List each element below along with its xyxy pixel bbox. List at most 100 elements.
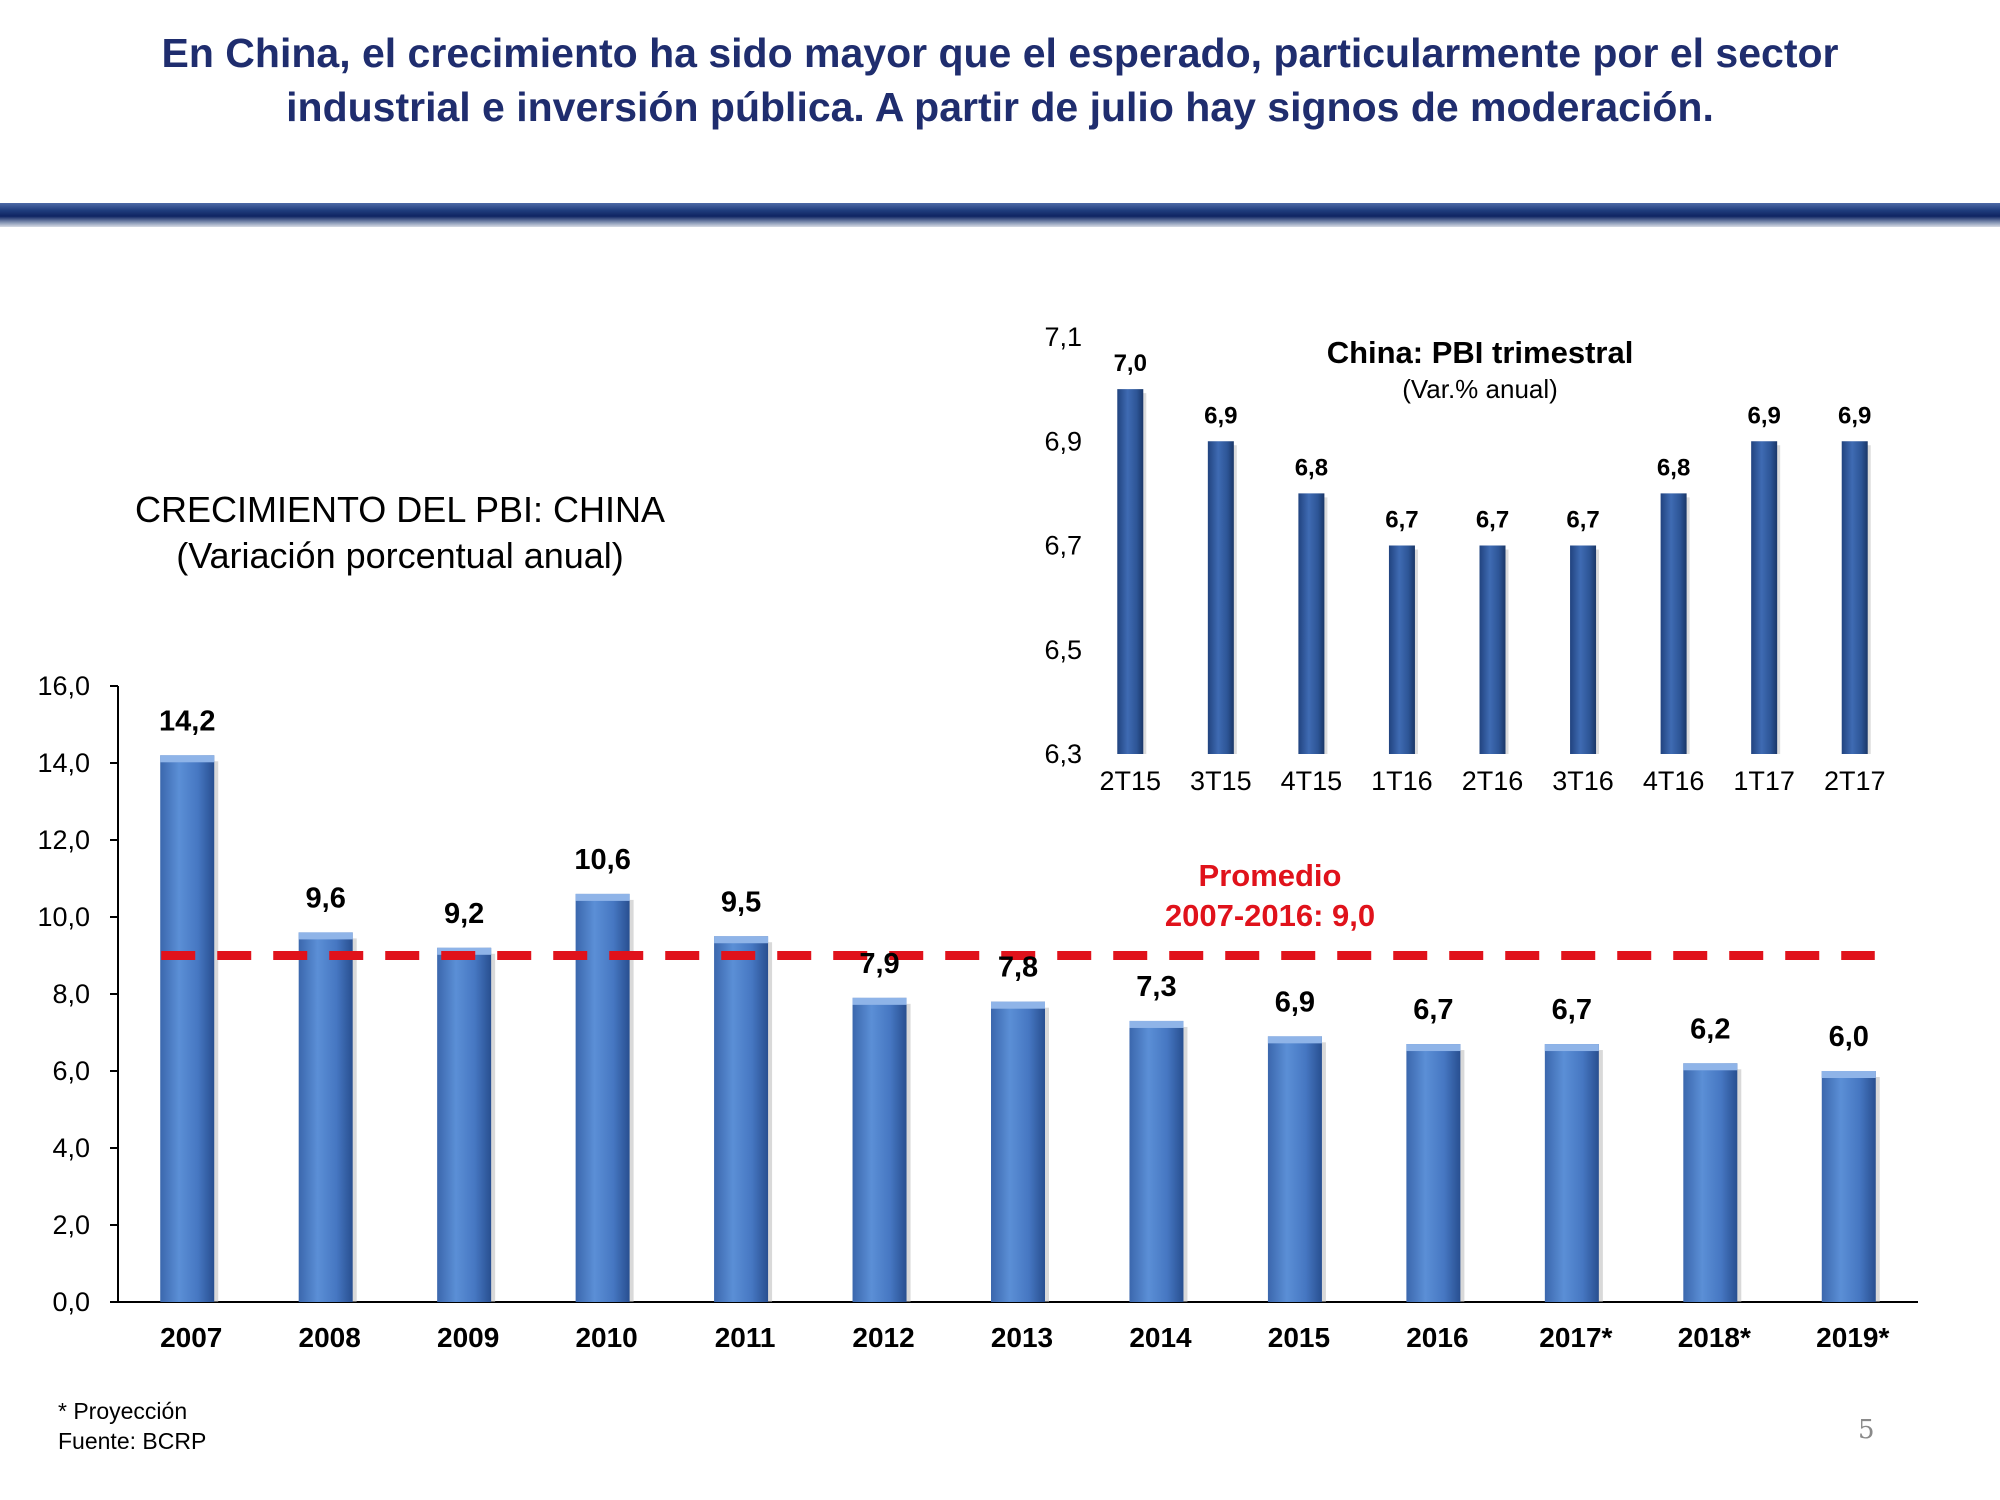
main-data-label: 6,7 [1413, 994, 1453, 1026]
inset-y-tick-label: 6,5 [1044, 635, 1082, 665]
inset-data-label: 6,7 [1566, 507, 1599, 534]
main-data-label: 6,9 [1275, 986, 1315, 1018]
average-label-line-1: Promedio [1198, 858, 1342, 893]
main-bar [160, 755, 215, 1302]
main-data-label: 14,2 [159, 705, 215, 737]
main-bar-cap [991, 1001, 1045, 1009]
main-y-tick-label: 14,0 [37, 748, 90, 778]
inset-bar [1660, 493, 1687, 754]
main-y-tick-label: 12,0 [37, 825, 90, 855]
inset-y-tick-label: 6,7 [1044, 531, 1082, 561]
main-bar [1683, 1063, 1738, 1302]
main-x-tick-label: 2010 [575, 1322, 637, 1353]
main-bar-cap [575, 893, 630, 901]
main-y-tick-label: 2,0 [52, 1210, 90, 1240]
main-bar [437, 947, 492, 1302]
main-y-tick-label: 8,0 [52, 979, 90, 1009]
main-data-label: 7,9 [859, 948, 899, 980]
main-bar-cap [160, 755, 215, 763]
main-x-tick-label: 2014 [1129, 1322, 1192, 1353]
inset-y-tick-label: 6,9 [1044, 426, 1082, 456]
main-x-tick-label: 2017* [1539, 1322, 1612, 1353]
main-bar-cap [852, 997, 907, 1005]
footnote-source: Fuente: BCRP [58, 1428, 207, 1454]
footnote: * Proyección Fuente: BCRP [58, 1396, 206, 1456]
inset-bar [1388, 545, 1415, 754]
main-x-tick-label: 2011 [715, 1322, 776, 1353]
main-x-tick-label: 2016 [1406, 1322, 1468, 1353]
average-label-line-2: 2007-2016: 9,0 [1164, 898, 1376, 933]
inset-bar [1570, 545, 1597, 754]
main-data-label: 9,5 [721, 886, 761, 918]
inset-data-label: 6,9 [1204, 402, 1237, 429]
slide-title: En China, el crecimiento ha sido mayor q… [60, 26, 1940, 134]
main-bar [1129, 1020, 1184, 1302]
main-bar-cap [1821, 1071, 1876, 1078]
inset-bar [1117, 389, 1144, 754]
inset-chart-title: China: PBI trimestral [1326, 335, 1634, 370]
inset-chart-labels: 2T15 7,0 3T15 6,9 4T15 6,8 1T16 6,7 2T16 6,7 3T16 6… [1100, 350, 1886, 796]
inset-data-label: 6,7 [1385, 507, 1418, 534]
main-y-tick-label: 0,0 [52, 1287, 90, 1317]
slide-title-line-2: industrial e inversión pública. A partir… [286, 84, 1714, 130]
main-x-tick-label: 2012 [852, 1322, 914, 1353]
slide-title-line-1: En China, el crecimiento ha sido mayor q… [161, 30, 1839, 76]
main-data-label: 9,2 [444, 898, 484, 930]
inset-x-tick-label: 2T17 [1824, 766, 1886, 796]
inset-chart-bars [1117, 389, 1871, 754]
inset-bar [1207, 441, 1234, 754]
main-y-tick-label: 4,0 [52, 1133, 90, 1163]
footnote-projection: * Proyección [58, 1398, 188, 1424]
inset-chart-axes: 6,3 6,5 6,7 6,9 7,1 [1044, 322, 1082, 769]
main-chart-subtitle: (Variación porcentual anual) [176, 535, 624, 576]
inset-data-label: 6,9 [1747, 402, 1780, 429]
main-chart-labels: 2007 14,2 2008 9,6 2009 9,2 2010 10,6 2011 9,5 201… [159, 705, 1889, 1353]
inset-x-tick-label: 2T16 [1462, 766, 1524, 796]
inset-bar [1479, 545, 1506, 754]
inset-x-tick-label: 1T17 [1733, 766, 1795, 796]
main-bar-cap [1406, 1044, 1461, 1052]
main-data-label: 6,2 [1690, 1013, 1730, 1045]
inset-x-tick-label: 4T15 [1281, 766, 1343, 796]
main-bar-cap [298, 932, 353, 940]
main-data-label: 10,6 [574, 844, 630, 876]
main-x-tick-label: 2019* [1816, 1322, 1889, 1353]
inset-x-tick-label: 3T15 [1190, 766, 1252, 796]
main-bar-cap [1544, 1044, 1599, 1052]
inset-chart-heading: China: PBI trimestral (Var.% anual) [1240, 333, 1720, 405]
main-chart-title: CRECIMIENTO DEL PBI: CHINA [134, 489, 666, 530]
main-bar [714, 936, 769, 1302]
inset-chart-subtitle: (Var.% anual) [1402, 374, 1558, 404]
inset-data-label: 6,8 [1295, 454, 1328, 481]
inset-data-label: 6,7 [1476, 507, 1509, 534]
main-data-label: 9,6 [306, 882, 346, 914]
main-x-tick-label: 2007 [160, 1322, 222, 1353]
inset-bar [1751, 441, 1778, 754]
main-x-tick-label: 2008 [299, 1322, 361, 1353]
inset-bar [1298, 493, 1325, 754]
main-bar [991, 1001, 1045, 1302]
inset-data-label: 6,8 [1657, 454, 1690, 481]
main-bar-cap [714, 936, 769, 944]
main-bar [1821, 1071, 1876, 1302]
main-bar-cap [1267, 1036, 1322, 1044]
page-number: 5 [1858, 1415, 1875, 1445]
inset-x-tick-label: 4T16 [1643, 766, 1705, 796]
main-y-tick-label: 6,0 [52, 1056, 90, 1086]
main-x-tick-label: 2015 [1268, 1322, 1330, 1353]
title-separator-bar [0, 203, 2000, 227]
inset-x-tick-label: 3T16 [1552, 766, 1614, 796]
main-bar [1544, 1044, 1599, 1302]
main-x-tick-label: 2013 [991, 1322, 1053, 1353]
main-y-tick-label: 10,0 [37, 902, 90, 932]
inset-data-label: 6,9 [1838, 402, 1871, 429]
main-x-tick-label: 2018* [1678, 1322, 1751, 1353]
main-y-tick-label: 16,0 [37, 671, 90, 701]
main-bar-cap [1683, 1063, 1738, 1071]
inset-bar [1841, 441, 1868, 754]
main-bar [1267, 1036, 1322, 1302]
main-data-label: 7,3 [1136, 971, 1176, 1003]
average-label: Promedio 2007-2016: 9,0 [1120, 856, 1420, 936]
inset-x-tick-label: 2T15 [1100, 766, 1162, 796]
